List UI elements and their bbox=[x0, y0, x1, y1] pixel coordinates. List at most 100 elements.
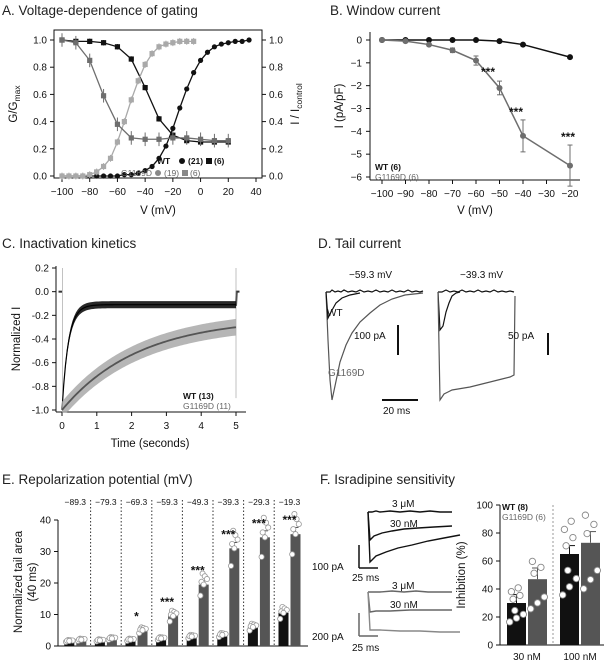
scalebar-f-top-y-label: 100 pA bbox=[312, 562, 344, 573]
e-data-point bbox=[259, 529, 266, 536]
e-data-point bbox=[127, 636, 134, 643]
f-data-point bbox=[516, 591, 524, 600]
a-point bbox=[184, 86, 190, 92]
e-bar bbox=[137, 630, 148, 646]
f-data-point bbox=[533, 599, 542, 607]
e-data-point bbox=[277, 615, 284, 622]
b-ytick-label: −6 bbox=[351, 173, 363, 184]
e-ytick-label: 10 bbox=[40, 610, 52, 621]
panel-c-legend-wt: WT (13) bbox=[183, 391, 214, 401]
e-data-point bbox=[108, 635, 115, 642]
e-category-label: −19.3 bbox=[279, 497, 301, 507]
e-category-label: −49.3 bbox=[187, 497, 209, 507]
trace-mut-v2 bbox=[437, 291, 516, 402]
e-category-label: −79.3 bbox=[95, 497, 117, 507]
e-data-point bbox=[188, 633, 195, 640]
a-point bbox=[142, 85, 148, 91]
f-data-point bbox=[512, 614, 521, 622]
a-point bbox=[73, 40, 79, 46]
b-xtick-label: −50 bbox=[491, 189, 508, 200]
b-xtick-label: −70 bbox=[444, 189, 461, 200]
a-ytick-label: 1.0 bbox=[33, 36, 47, 47]
a-point bbox=[177, 38, 183, 44]
a-ytick-right-label: 0.6 bbox=[269, 90, 283, 101]
a-point bbox=[142, 136, 148, 142]
e-significance: *** bbox=[221, 527, 235, 541]
f-data-point bbox=[586, 575, 595, 584]
e-data-point bbox=[166, 618, 173, 625]
panel-a-title: A. Voltage-dependence of gating bbox=[2, 3, 198, 18]
a-xtick-label: −100 bbox=[51, 187, 74, 198]
e-significance: *** bbox=[191, 564, 205, 578]
panel-f-legend-mut: G1169D (6) bbox=[502, 512, 546, 522]
f-data-point bbox=[567, 517, 575, 525]
trace-f-bot-3um bbox=[368, 590, 452, 593]
a-xtick-label: −40 bbox=[137, 187, 154, 198]
panel-e-ylabel: Normalized tail area bbox=[13, 530, 25, 633]
e-bar bbox=[217, 634, 228, 646]
f-data-point bbox=[519, 610, 527, 618]
c-mean-trace bbox=[61, 304, 236, 411]
f-data-point bbox=[540, 593, 548, 601]
e-ytick-label: 20 bbox=[40, 579, 52, 590]
c-xtick-label: 4 bbox=[198, 421, 204, 432]
e-ytick-label: 0 bbox=[45, 642, 51, 653]
scalebar-100pa-label: 100 pA bbox=[354, 331, 386, 342]
f-ytick-label: 80 bbox=[482, 529, 494, 540]
b-ytick-label: −1 bbox=[351, 58, 363, 69]
a-point bbox=[107, 173, 114, 179]
e-bar bbox=[186, 636, 197, 646]
a-point bbox=[114, 121, 121, 127]
b-point bbox=[449, 37, 456, 43]
trace-f-top-30nm-label: 30 nM bbox=[390, 519, 418, 530]
a-xtick-label: 20 bbox=[223, 187, 235, 198]
b-xtick-label: −30 bbox=[538, 189, 555, 200]
a-point bbox=[100, 93, 107, 99]
c-ytick-label: 0.0 bbox=[35, 287, 49, 298]
a-xtick-label: −60 bbox=[109, 187, 126, 198]
e-bar bbox=[247, 627, 258, 646]
a-point bbox=[163, 41, 169, 47]
f-data-point bbox=[581, 511, 590, 519]
c-ytick-label: -0.2 bbox=[32, 311, 50, 322]
c-ytick-label: -0.4 bbox=[32, 335, 50, 346]
trace-f-bot-30nm bbox=[367, 591, 452, 613]
panel-f-ylabel: Inhibition (%) bbox=[456, 541, 468, 608]
trace-wt-v2-tail bbox=[437, 291, 461, 332]
b-ytick-label: −4 bbox=[351, 127, 363, 138]
b-xtick-label: −60 bbox=[468, 189, 485, 200]
b-xtick-label: −80 bbox=[421, 189, 438, 200]
b-series-line bbox=[382, 39, 571, 58]
panel-d-title: D. Tail current bbox=[318, 236, 401, 251]
trace-f-bot-control bbox=[367, 591, 460, 633]
c-xtick-label: 0 bbox=[59, 421, 65, 432]
trace-f-top-3um bbox=[368, 510, 452, 513]
panel-c-legend-mut: G1169D (11) bbox=[183, 401, 231, 411]
f-ytick-label: 60 bbox=[482, 557, 494, 568]
e-bar bbox=[156, 638, 167, 646]
a-point bbox=[87, 38, 93, 44]
b-point bbox=[473, 57, 479, 64]
panel-a-ylabel-right: I / Icontrol bbox=[290, 83, 304, 125]
a-point bbox=[225, 40, 231, 46]
a-xtick-label: 40 bbox=[250, 187, 262, 198]
c-xtick-label: 1 bbox=[94, 421, 100, 432]
e-bar bbox=[229, 548, 240, 646]
e-data-point bbox=[197, 592, 204, 599]
e-data-point bbox=[280, 609, 287, 616]
b-xtick-label: −20 bbox=[562, 189, 579, 200]
e-data-point bbox=[170, 613, 177, 620]
panel-d-label-mut: G1169D bbox=[328, 368, 365, 379]
a-point bbox=[225, 138, 231, 144]
a-ytick-right-label: 0.0 bbox=[269, 172, 283, 183]
trace-f-bot-3um-label: 3 μM bbox=[392, 581, 414, 592]
panel-a: A. Voltage-dependence of gating −100 −80−… bbox=[2, 3, 304, 217]
c-ytick-label: 0.2 bbox=[35, 264, 49, 275]
b-xtick-label: −100 bbox=[371, 189, 394, 200]
panel-d: D. Tail current −59.3 mV −39.3 mV WT G11… bbox=[318, 236, 549, 417]
panel-b-xlabel: V (mV) bbox=[457, 205, 493, 217]
panel-b-legend-wt: WT (6) bbox=[375, 162, 401, 172]
panel-b-stars-2: *** bbox=[509, 105, 523, 119]
b-point bbox=[567, 54, 573, 61]
panel-e-ylabel2: (40 ms) bbox=[27, 562, 39, 601]
